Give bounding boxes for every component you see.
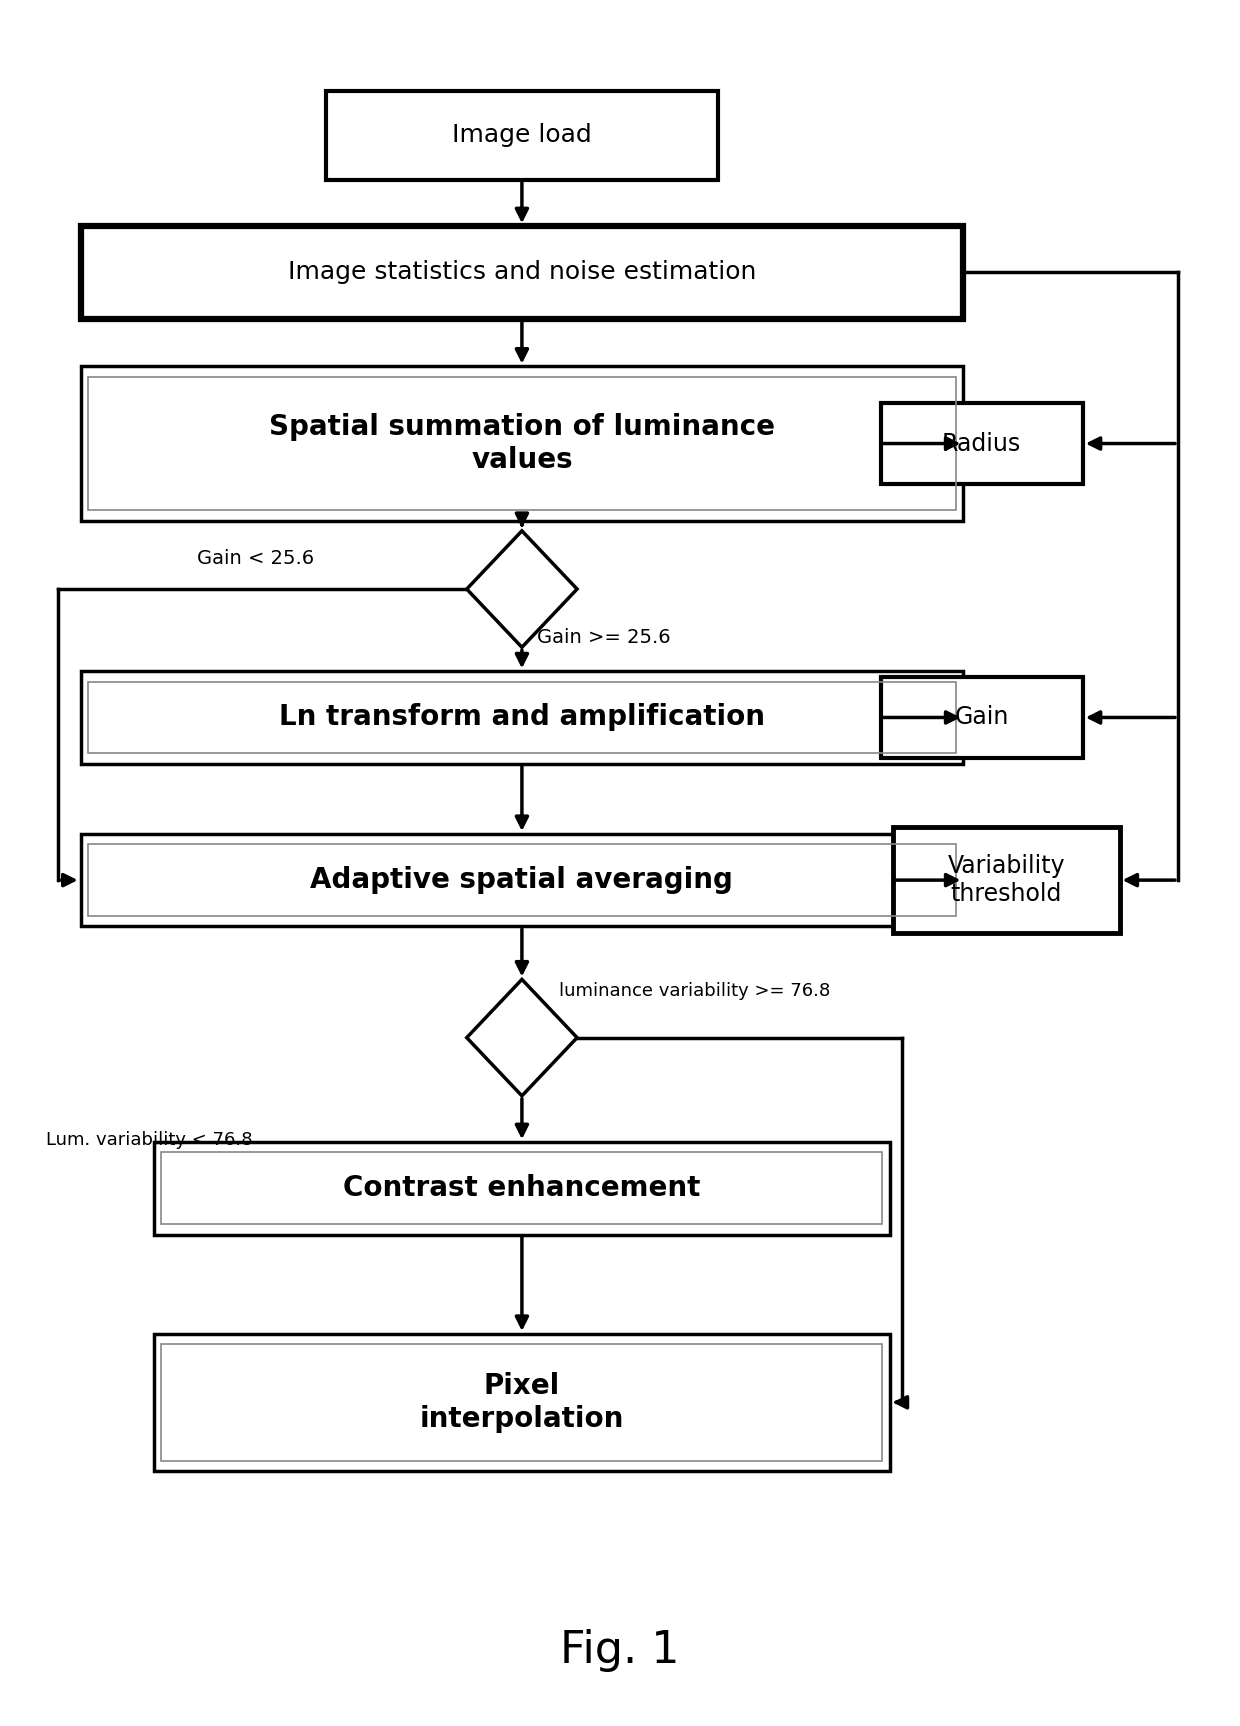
Text: Adaptive spatial averaging: Adaptive spatial averaging — [310, 866, 733, 894]
FancyBboxPatch shape — [154, 1334, 890, 1471]
FancyBboxPatch shape — [326, 91, 718, 180]
FancyBboxPatch shape — [81, 226, 963, 319]
FancyBboxPatch shape — [81, 671, 963, 763]
Text: Lum. variability < 76.8: Lum. variability < 76.8 — [46, 1131, 253, 1150]
FancyBboxPatch shape — [880, 404, 1083, 483]
FancyBboxPatch shape — [81, 366, 963, 521]
Text: Ln transform and amplification: Ln transform and amplification — [279, 704, 765, 732]
Text: Gain: Gain — [955, 706, 1009, 730]
Text: Gain >= 25.6: Gain >= 25.6 — [537, 628, 671, 647]
Text: Fig. 1: Fig. 1 — [560, 1629, 680, 1672]
Text: luminance variability >= 76.8: luminance variability >= 76.8 — [559, 982, 830, 1001]
FancyBboxPatch shape — [154, 1143, 890, 1234]
Text: Gain < 25.6: Gain < 25.6 — [197, 549, 314, 568]
Text: Image statistics and noise estimation: Image statistics and noise estimation — [288, 261, 756, 285]
FancyBboxPatch shape — [81, 834, 963, 927]
Text: Spatial summation of luminance
values: Spatial summation of luminance values — [269, 413, 775, 473]
FancyBboxPatch shape — [893, 827, 1120, 934]
Text: Image load: Image load — [453, 123, 591, 147]
Text: Variability
threshold: Variability threshold — [947, 854, 1065, 906]
Polygon shape — [466, 979, 577, 1096]
Polygon shape — [466, 532, 577, 647]
Text: Contrast enhancement: Contrast enhancement — [343, 1174, 701, 1203]
FancyBboxPatch shape — [880, 677, 1083, 758]
Text: Radius: Radius — [942, 432, 1022, 456]
Text: Pixel
interpolation: Pixel interpolation — [419, 1372, 624, 1433]
